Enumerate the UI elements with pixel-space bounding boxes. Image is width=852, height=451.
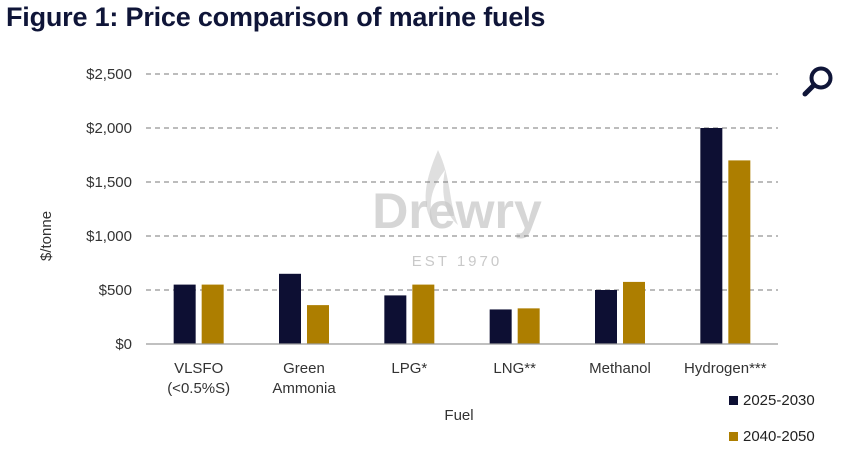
y-tick-label: $1,000 — [86, 228, 132, 245]
bar-2025-2030-1 — [279, 273, 301, 344]
legend-swatch — [729, 432, 738, 441]
bar-2025-2030-5 — [700, 128, 723, 344]
bar-2040-2050-5 — [728, 160, 751, 344]
x-tick-label: Methanol — [589, 360, 651, 377]
x-tick-label: Hydrogen*** — [684, 360, 767, 377]
search-button[interactable] — [790, 56, 846, 108]
y-axis-label: $/tonne — [38, 211, 55, 261]
y-tick-label: $1,500 — [86, 174, 132, 191]
bar-2025-2030-2 — [384, 295, 407, 344]
x-tick-label: LPG* — [391, 360, 427, 377]
bar-2025-2030-0 — [173, 284, 196, 344]
x-tick-label: Green Ammonia — [272, 360, 336, 397]
chart-title: Figure 1: Price comparison of marine fue… — [6, 2, 546, 32]
y-tick-label: $0 — [115, 336, 132, 353]
y-tick-label: $2,500 — [86, 66, 132, 83]
watermark-est: EST 1970 — [412, 253, 502, 270]
bar-2040-2050-0 — [201, 284, 224, 344]
y-tick-labels: $0 $500 $1,000 $1,500 $2,000 $2,500 — [86, 66, 132, 353]
bar-2040-2050-1 — [307, 305, 329, 344]
bar-2040-2050-4 — [623, 281, 645, 344]
x-tick-labels: VLSFO (<0.5%S) Green Ammonia LPG* LNG** Methan… — [167, 360, 767, 397]
bar-2040-2050-2 — [412, 284, 435, 344]
legend: 2025-2030 2040-2050 — [729, 392, 815, 445]
x-tick-label: VLSFO (<0.5%S) — [167, 360, 230, 397]
watermark-name: Drewry — [372, 183, 542, 239]
bar-2025-2030-3 — [489, 309, 512, 344]
flame-logo-icon — [425, 150, 458, 225]
drewry-watermark: Drewry EST 1970 — [372, 150, 542, 270]
y-tick-label: $500 — [99, 282, 132, 299]
legend-swatch — [729, 396, 738, 405]
search-icon — [802, 66, 833, 97]
x-axis-label: Fuel — [444, 407, 473, 424]
legend-label: 2040-2050 — [743, 428, 815, 445]
gridlines — [146, 73, 778, 291]
y-tick-label: $2,000 — [86, 120, 132, 137]
bars — [173, 128, 751, 344]
legend-label: 2025-2030 — [743, 392, 815, 409]
bar-2040-2050-3 — [517, 308, 540, 344]
bar-2025-2030-4 — [595, 290, 617, 344]
x-tick-label: LNG** — [493, 360, 536, 377]
